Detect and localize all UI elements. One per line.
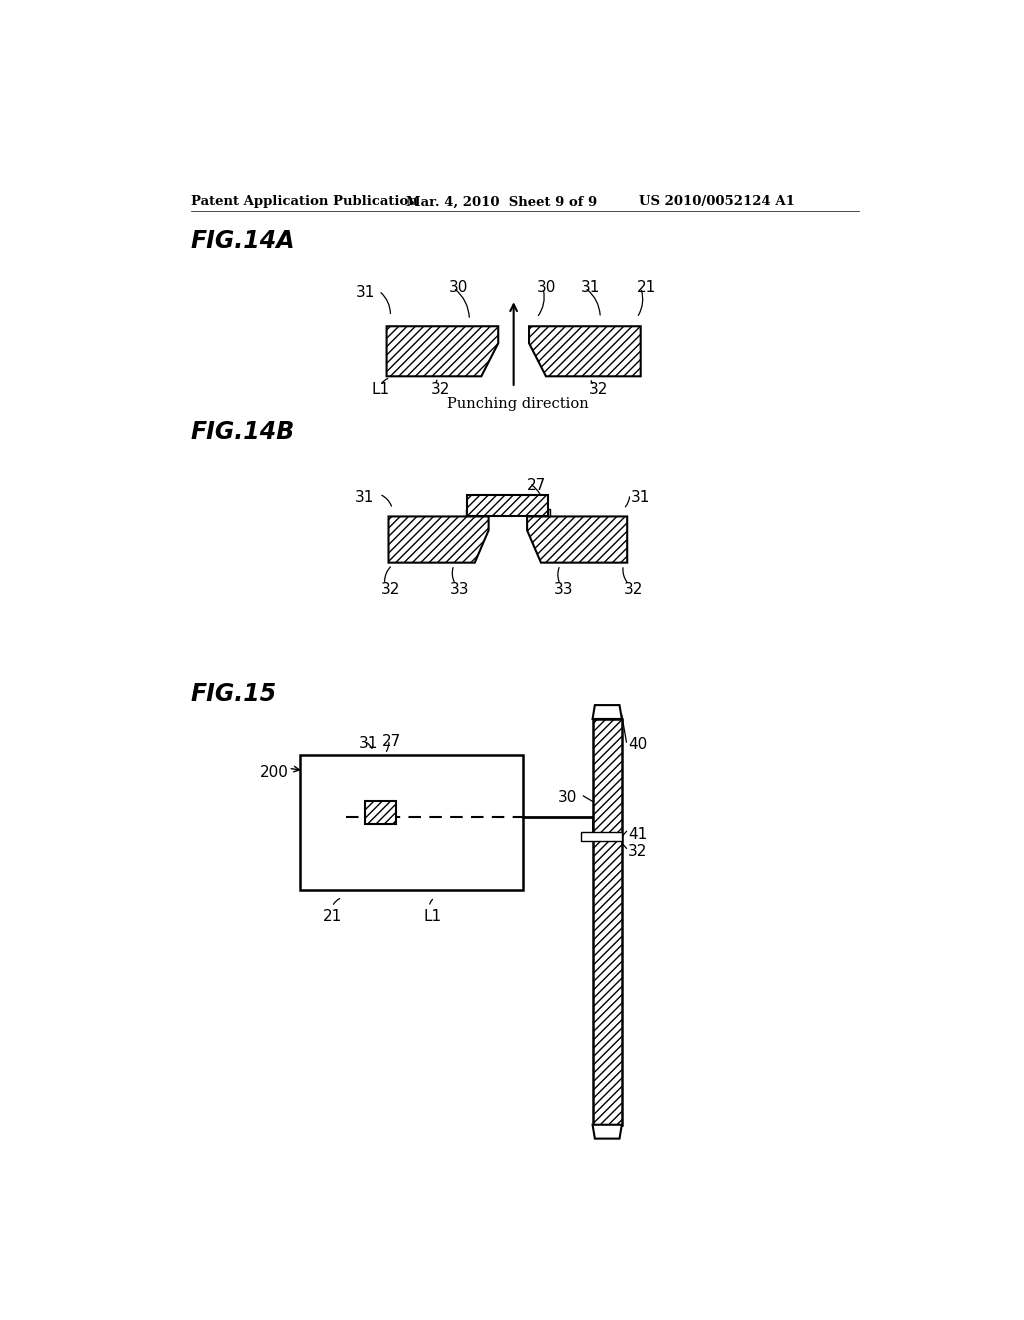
Text: US 2010/0052124 A1: US 2010/0052124 A1 — [639, 195, 795, 209]
Polygon shape — [593, 705, 622, 719]
Polygon shape — [529, 326, 641, 376]
Text: 33: 33 — [451, 582, 470, 597]
Text: FIG.14A: FIG.14A — [190, 230, 295, 253]
Polygon shape — [593, 1125, 622, 1139]
Text: 31: 31 — [355, 490, 375, 504]
Text: Punching direction: Punching direction — [446, 397, 589, 411]
Text: 30: 30 — [558, 789, 578, 805]
Text: FIG.14B: FIG.14B — [190, 420, 295, 445]
Bar — [593, 719, 622, 1125]
Text: 32: 32 — [589, 381, 608, 397]
Bar — [300, 755, 523, 890]
Text: L1: L1 — [423, 909, 441, 924]
Text: Mar. 4, 2010  Sheet 9 of 9: Mar. 4, 2010 Sheet 9 of 9 — [407, 195, 597, 209]
Bar — [581, 832, 622, 841]
Text: 40: 40 — [628, 738, 647, 752]
Text: FIG.15: FIG.15 — [190, 682, 276, 706]
Bar — [366, 801, 396, 825]
Text: 200: 200 — [259, 766, 289, 780]
Text: 27: 27 — [527, 478, 547, 492]
Text: 41: 41 — [628, 826, 647, 842]
Text: 21: 21 — [637, 280, 656, 296]
Bar — [467, 495, 548, 516]
Text: 30: 30 — [449, 280, 468, 296]
Text: L1: L1 — [371, 381, 389, 397]
Text: 31: 31 — [631, 490, 650, 504]
Text: 30: 30 — [537, 280, 556, 296]
Text: 31: 31 — [359, 737, 379, 751]
Text: Patent Application Publication: Patent Application Publication — [190, 195, 418, 209]
Text: 31: 31 — [355, 285, 375, 301]
Text: 33: 33 — [554, 582, 573, 597]
Text: 32: 32 — [381, 582, 400, 597]
Text: 31: 31 — [581, 280, 600, 296]
Bar — [548, 508, 550, 516]
Polygon shape — [527, 516, 628, 562]
Text: 32: 32 — [628, 843, 647, 859]
Text: 27: 27 — [382, 734, 401, 750]
Bar — [466, 508, 467, 516]
Polygon shape — [387, 326, 499, 376]
Text: 21: 21 — [323, 909, 342, 924]
Text: 32: 32 — [624, 582, 643, 597]
Text: 32: 32 — [431, 381, 451, 397]
Polygon shape — [388, 516, 488, 562]
